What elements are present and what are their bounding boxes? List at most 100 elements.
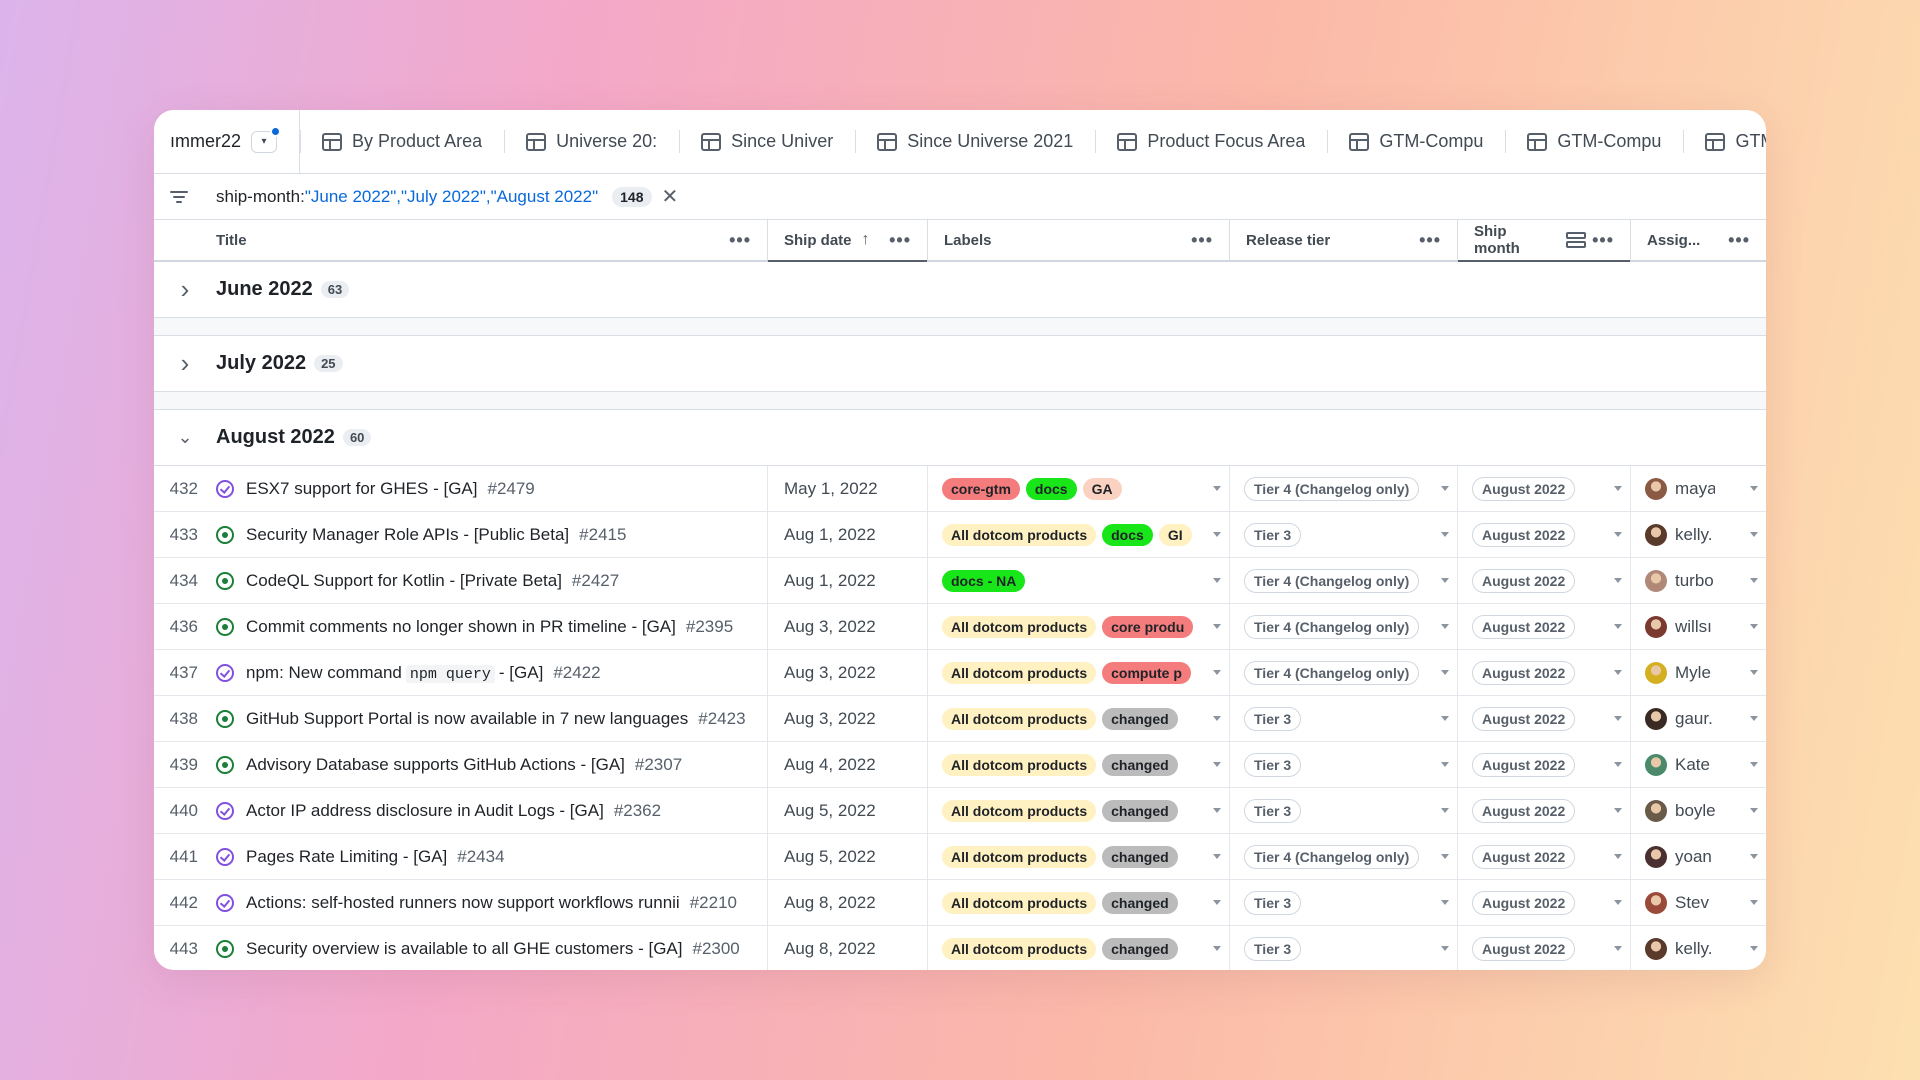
labels-cell[interactable]: All dotcom products changed [928,696,1230,741]
dropdown-caret-icon[interactable] [1614,670,1622,675]
ship-month-cell[interactable]: August 2022 [1458,788,1631,833]
view-options-button[interactable]: ▾ [251,125,282,153]
issue-title[interactable]: Advisory Database supports GitHub Action… [246,755,625,775]
dropdown-caret-icon[interactable] [1441,900,1449,905]
ship-date-cell[interactable]: Aug 8, 2022 [768,926,928,970]
assignee-cell[interactable]: Stev [1631,880,1766,925]
title-cell[interactable]: Commit comments no longer shown in PR ti… [198,604,768,649]
ship-month-cell[interactable]: August 2022 [1458,604,1631,649]
dropdown-caret-icon[interactable] [1750,808,1758,813]
ship-month-cell[interactable]: August 2022 [1458,926,1631,970]
issue-number[interactable]: #2307 [634,754,683,774]
group-header[interactable]: › July 2022 25 [154,336,1766,392]
assignee-cell[interactable]: Myle [1631,650,1766,695]
header-assignees[interactable]: Assig... ••• [1647,229,1750,250]
labels-cell[interactable]: All dotcom products changed [928,834,1230,879]
issue-title[interactable]: Commit comments no longer shown in PR ti… [246,617,676,637]
table-row[interactable]: 436 Commit comments no longer shown in PR… [154,604,1766,650]
dropdown-caret-icon[interactable] [1213,716,1221,721]
labels-cell[interactable]: All dotcom products compute p [928,650,1230,695]
title-cell[interactable]: ESX7 support for GHES - [GA] #2479 [198,466,768,511]
dropdown-caret-icon[interactable] [1614,900,1622,905]
dropdown-caret-icon[interactable] [1441,578,1449,583]
dropdown-caret-icon[interactable] [1750,716,1758,721]
assignee-cell[interactable]: yoan [1631,834,1766,879]
dropdown-caret-icon[interactable] [1213,624,1221,629]
issue-title[interactable]: ESX7 support for GHES - [GA] [246,479,477,499]
issue-number[interactable]: #2300 [692,938,740,958]
dropdown-caret-icon[interactable] [1213,486,1221,491]
ship-month-cell[interactable]: August 2022 [1458,834,1631,879]
table-row[interactable]: 439 Advisory Database supports GitHub Act… [154,742,1766,788]
tab-view[interactable]: Product Focus Area [1095,110,1327,173]
dropdown-caret-icon[interactable] [1750,532,1758,537]
release-tier-cell[interactable]: Tier 3 [1230,926,1458,970]
issue-number[interactable]: #2479 [487,478,535,498]
table-row[interactable]: 440 Actor IP address disclosure in Audit … [154,788,1766,834]
release-tier-cell[interactable]: Tier 3 [1230,742,1458,787]
table-row[interactable]: 433 Security Manager Role APIs - [Public … [154,512,1766,558]
tab-view[interactable]: ımmer22 ▾ [154,110,301,173]
clear-filter-icon[interactable]: ✕ [661,186,679,208]
column-menu-icon[interactable]: ••• [1419,229,1441,250]
dropdown-caret-icon[interactable] [1750,486,1758,491]
dropdown-caret-icon[interactable] [1614,854,1622,859]
assignee-cell[interactable]: turbo [1631,558,1766,603]
dropdown-caret-icon[interactable] [1750,946,1758,951]
title-cell[interactable]: GitHub Support Portal is now available i… [198,696,768,741]
issue-number[interactable]: #2210 [689,892,737,912]
chevron-down-icon[interactable]: ⌄ [177,427,193,447]
dropdown-caret-icon[interactable] [1614,762,1622,767]
title-cell[interactable]: Pages Rate Limiting - [GA] #2434 [198,834,768,879]
release-tier-cell[interactable]: Tier 4 (Changelog only) [1230,834,1458,879]
header-labels[interactable]: Labels ••• [928,220,1230,260]
ship-month-cell[interactable]: August 2022 [1458,512,1631,557]
title-cell[interactable]: CodeQL Support for Kotlin - [Private Bet… [198,558,768,603]
ship-date-cell[interactable]: Aug 5, 2022 [768,834,928,879]
dropdown-caret-icon[interactable] [1750,900,1758,905]
dropdown-caret-icon[interactable] [1750,854,1758,859]
header-release-tier[interactable]: Release tier ••• [1230,220,1458,260]
ship-date-cell[interactable]: Aug 3, 2022 [768,696,928,741]
assignee-cell[interactable]: gaur. [1631,696,1766,741]
column-menu-icon[interactable]: ••• [1592,229,1614,250]
dropdown-caret-icon[interactable] [1614,624,1622,629]
labels-cell[interactable]: All dotcom products changed [928,788,1230,833]
dropdown-caret-icon[interactable] [1213,946,1221,951]
dropdown-caret-icon[interactable] [1614,946,1622,951]
table-row[interactable]: 443 Security overview is available to all… [154,926,1766,970]
ship-date-cell[interactable]: Aug 3, 2022 [768,604,928,649]
ship-date-cell[interactable]: Aug 4, 2022 [768,742,928,787]
labels-cell[interactable]: All dotcom products changed [928,926,1230,970]
assignee-cell[interactable]: willsı [1631,604,1766,649]
release-tier-cell[interactable]: Tier 3 [1230,788,1458,833]
labels-cell[interactable]: core-gtm docs GA [928,466,1230,511]
filter-bar[interactable]: ship-month:"June 2022","July 2022","Augu… [154,174,1766,220]
dropdown-caret-icon[interactable] [1750,578,1758,583]
tab-view[interactable]: Universe 20: [504,110,679,173]
chevron-right-icon[interactable]: › [180,274,190,304]
issue-number[interactable]: #2395 [685,616,734,636]
ship-month-cell[interactable]: August 2022 [1458,696,1631,741]
dropdown-caret-icon[interactable] [1750,762,1758,767]
chevron-right-icon[interactable]: › [180,348,190,378]
filter-icon[interactable] [168,190,190,203]
dropdown-caret-icon[interactable] [1441,808,1449,813]
ship-month-cell[interactable]: August 2022 [1458,880,1631,925]
assignee-cell[interactable]: Kate [1631,742,1766,787]
issue-number[interactable]: #2423 [698,708,746,728]
release-tier-cell[interactable]: Tier 4 (Changelog only) [1230,466,1458,511]
issue-title[interactable]: CodeQL Support for Kotlin - [Private Bet… [246,571,562,591]
labels-cell[interactable]: All dotcom products changed [928,742,1230,787]
header-title[interactable]: Title ••• [202,220,768,260]
title-cell[interactable]: Actor IP address disclosure in Audit Log… [198,788,768,833]
dropdown-caret-icon[interactable] [1441,762,1449,767]
issue-title[interactable]: npm: New command npm query - [GA] [246,663,543,683]
dropdown-caret-icon[interactable] [1750,670,1758,675]
dropdown-caret-icon[interactable] [1441,624,1449,629]
column-menu-icon[interactable]: ••• [889,229,911,250]
column-menu-icon[interactable]: ••• [729,229,751,250]
issue-number[interactable]: #2434 [457,846,505,866]
column-menu-icon[interactable]: ••• [1728,229,1750,250]
dropdown-caret-icon[interactable] [1614,532,1622,537]
